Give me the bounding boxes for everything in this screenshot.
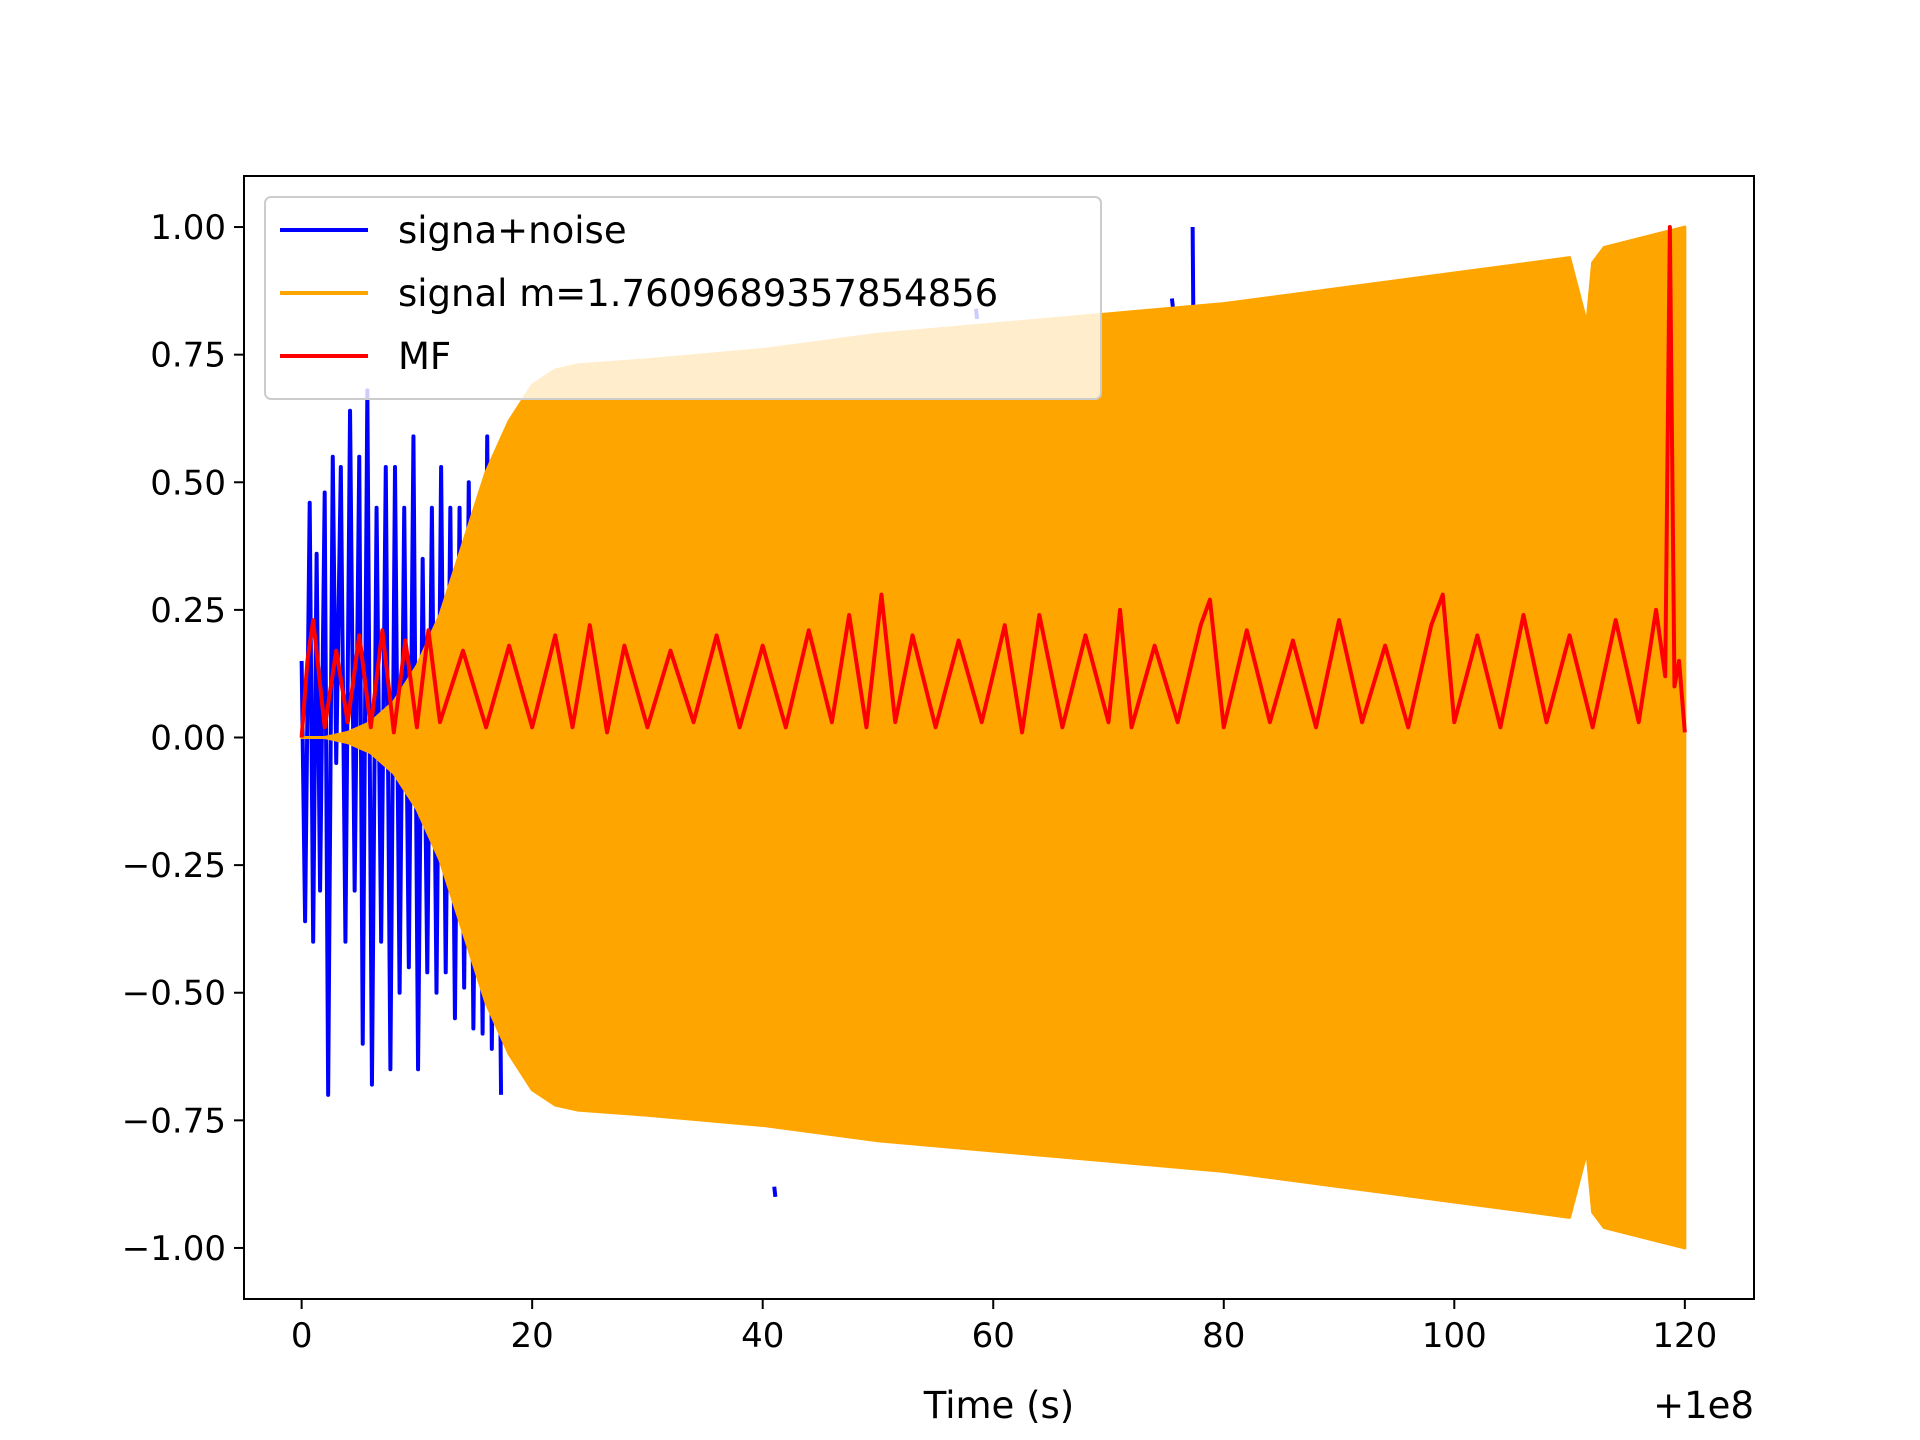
y-tick-label: 1.00 [150, 208, 226, 248]
x-axis-offset-label: +1e8 [1653, 1384, 1754, 1427]
series-line-mf [299, 225, 1687, 738]
y-tick-label: −0.50 [122, 974, 226, 1014]
y-tick-label: −0.75 [122, 1101, 226, 1141]
legend-label: signa+noise [398, 209, 627, 252]
y-tick-label: −0.25 [122, 846, 226, 886]
x-tick-label: 20 [511, 1316, 554, 1356]
x-tick-label: 100 [1422, 1316, 1487, 1356]
legend-label: MF [398, 335, 451, 378]
legend: signa+noise signal m=1.7609689357854856 MF [264, 196, 1102, 400]
x-tick-label: 40 [741, 1316, 784, 1356]
x-tick-label: 80 [1202, 1316, 1245, 1356]
y-tick-label: 0.25 [150, 591, 226, 631]
series-layer [299, 225, 1687, 1250]
x-tick-label: 60 [972, 1316, 1015, 1356]
series-area-signal [300, 225, 1687, 1250]
y-axis-ticks: 1.00 0.75 0.50 0.25 0.00 −0.25 −0.50 −0.75 −1.00 [122, 208, 244, 1269]
x-tick-label: 0 [291, 1316, 313, 1356]
x-axis-label: Time (s) [923, 1384, 1074, 1427]
legend-box [264, 196, 1102, 400]
legend-label: signal m=1.7609689357854856 [398, 272, 998, 315]
y-tick-label: 0.75 [150, 336, 226, 376]
x-tick-label: 120 [1652, 1316, 1717, 1356]
x-axis-ticks: 0 20 40 60 80 100 120 [291, 1299, 1717, 1356]
y-tick-label: 0.00 [150, 719, 226, 759]
y-tick-label: −1.00 [122, 1229, 226, 1269]
y-tick-label: 0.50 [150, 463, 226, 503]
